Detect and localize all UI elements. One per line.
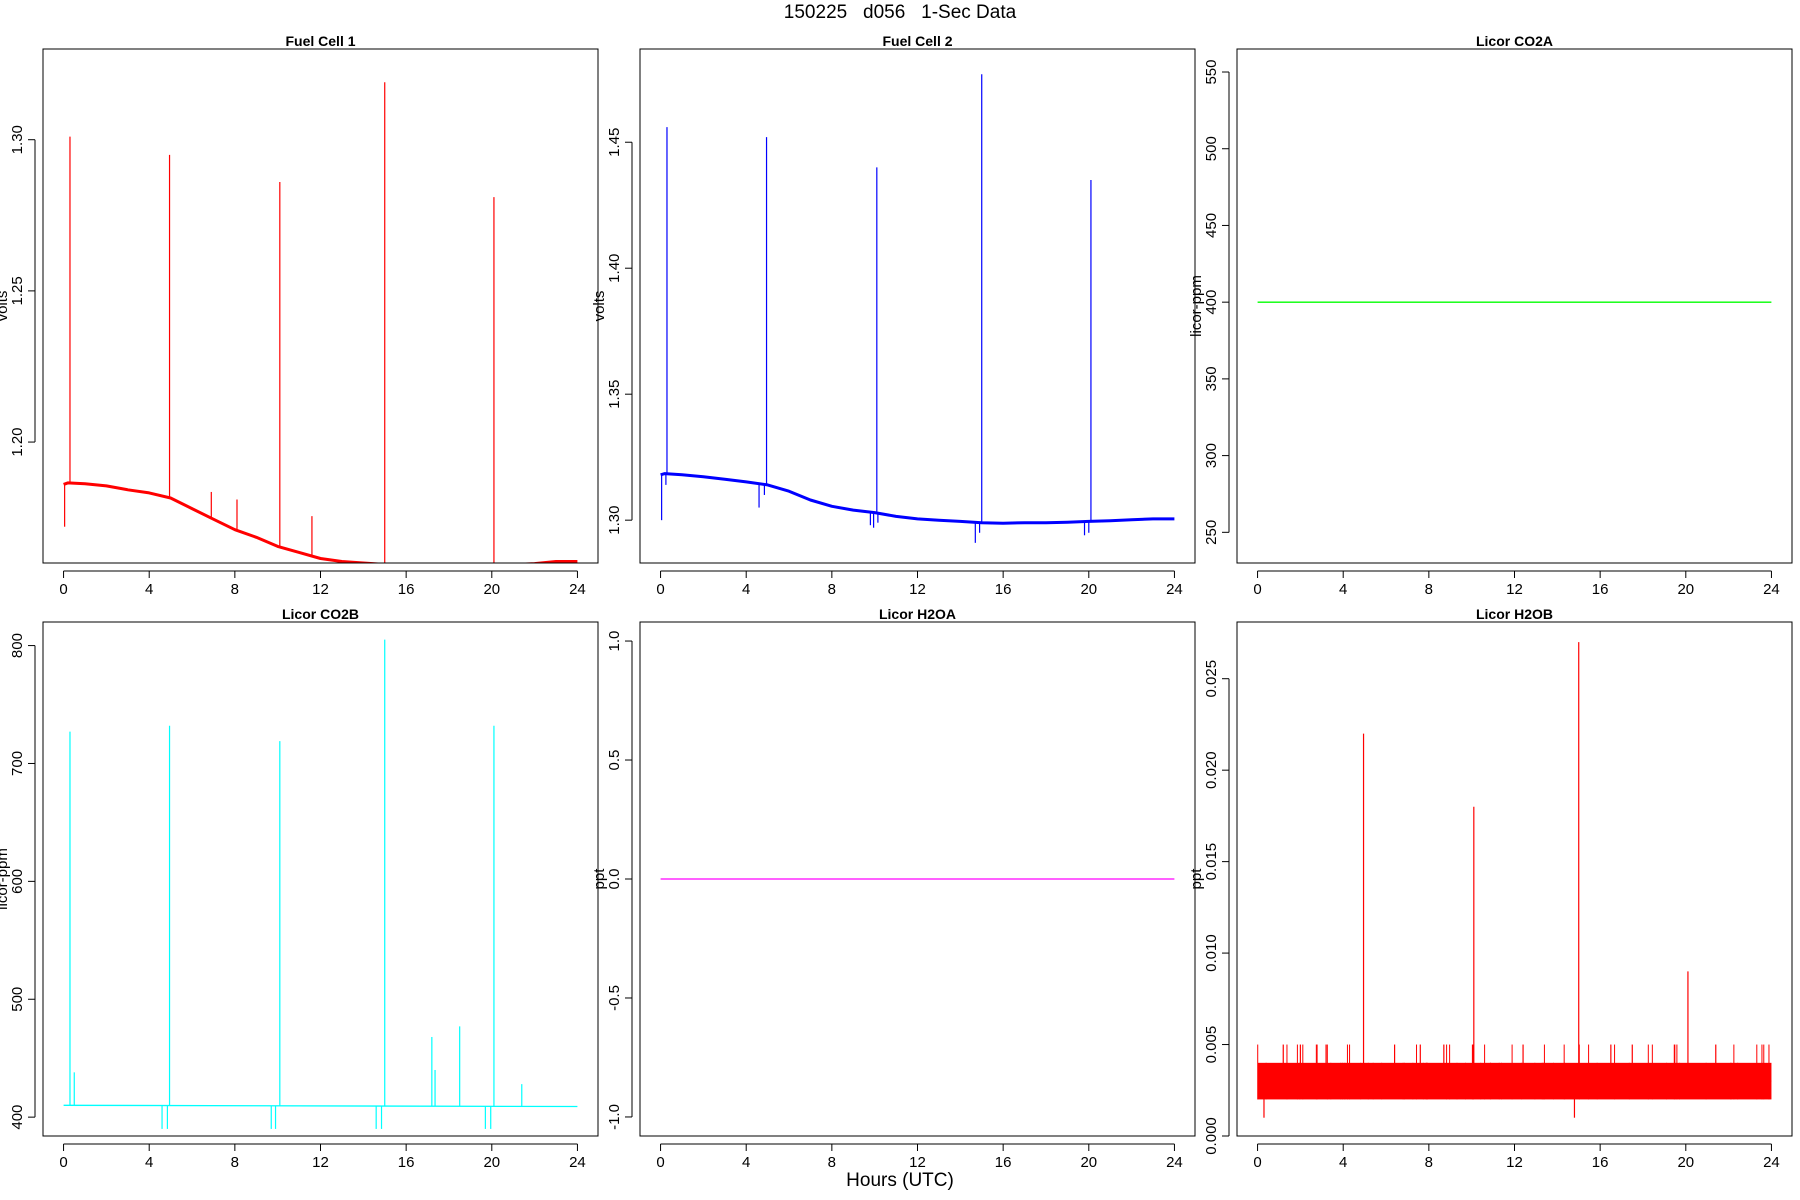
x-tick-label: 16 — [398, 1154, 415, 1171]
y-tick-label: 1.25 — [9, 276, 26, 305]
y-tick-label: 300 — [1203, 443, 1220, 468]
plot-frame — [43, 49, 598, 563]
y-tick-label: 0.020 — [1203, 751, 1220, 789]
x-tick-label: 4 — [145, 1154, 153, 1171]
x-tick-label: 24 — [569, 1154, 586, 1171]
y-tick-label: -0.5 — [606, 985, 623, 1011]
x-tick-label: 0 — [656, 581, 664, 598]
y-tick-label: 800 — [9, 633, 26, 658]
x-tick-label: 4 — [145, 581, 153, 598]
x-tick-label: 16 — [1592, 1154, 1609, 1171]
x-tick-label: 8 — [231, 1154, 239, 1171]
plot-frame — [640, 49, 1195, 563]
panel-4: Licor CO2B licor-ppm 0 4 8 12 16 20 24 400 500 600 7… — [0, 606, 598, 1171]
x-tick-label: 4 — [742, 1154, 750, 1171]
y-tick-label: 500 — [9, 987, 26, 1012]
plot-frame — [1237, 49, 1792, 563]
plot-frame — [1237, 622, 1792, 1136]
x-tick-label: 8 — [231, 581, 239, 598]
series-line — [661, 474, 1175, 524]
panel-title: Fuel Cell 2 — [882, 33, 952, 49]
x-tick-label: 20 — [1677, 1154, 1694, 1171]
x-tick-label: 0 — [59, 581, 67, 598]
x-tick-label: 24 — [569, 581, 586, 598]
x-tick-label: 4 — [1339, 581, 1347, 598]
y-tick-label: -1.0 — [606, 1104, 623, 1130]
x-tick-label: 0 — [656, 1154, 664, 1171]
series-group — [661, 74, 1175, 543]
x-tick-label: 4 — [1339, 1154, 1347, 1171]
series-group — [64, 82, 578, 566]
x-tick-label: 12 — [1506, 1154, 1523, 1171]
x-tick-label: 16 — [995, 1154, 1012, 1171]
x-axis-label: Hours (UTC) — [0, 1170, 1800, 1192]
x-tick-label: 24 — [1763, 1154, 1780, 1171]
x-tick-label: 12 — [909, 1154, 926, 1171]
x-tick-label: 12 — [312, 1154, 329, 1171]
x-tick-label: 8 — [828, 581, 836, 598]
y-tick-label: 0.000 — [1203, 1117, 1220, 1155]
panel-3: Licor CO2A licor-ppm 0 4 8 12 16 20 24 250 300 350 4… — [1188, 33, 1792, 598]
panel-title: Licor CO2A — [1476, 33, 1553, 49]
y-tick-label: 550 — [1203, 59, 1220, 84]
y-tick-label: 1.45 — [606, 128, 623, 157]
plot-frame — [43, 622, 598, 1136]
series-group — [1258, 642, 1772, 1118]
y-tick-label: 1.30 — [606, 506, 623, 535]
x-tick-label: 12 — [909, 581, 926, 598]
x-tick-label: 20 — [1080, 581, 1097, 598]
x-tick-label: 8 — [828, 1154, 836, 1171]
x-tick-label: 20 — [483, 581, 500, 598]
x-tick-label: 12 — [312, 581, 329, 598]
x-tick-label: 8 — [1425, 581, 1433, 598]
x-tick-label: 12 — [1506, 581, 1523, 598]
x-tick-label: 4 — [742, 581, 750, 598]
y-tick-label: 1.35 — [606, 380, 623, 409]
series-line — [64, 1105, 578, 1106]
y-tick-label: 450 — [1203, 213, 1220, 238]
y-tick-label: 500 — [1203, 136, 1220, 161]
y-tick-label: 0.025 — [1203, 660, 1220, 698]
x-tick-label: 20 — [483, 1154, 500, 1171]
series-group — [64, 640, 578, 1129]
x-tick-label: 0 — [1253, 581, 1261, 598]
x-tick-label: 20 — [1677, 581, 1694, 598]
panel-title: Licor H2OB — [1476, 606, 1553, 622]
panel-title: Fuel Cell 1 — [285, 33, 355, 49]
y-tick-label: 0.0 — [606, 869, 623, 890]
y-tick-label: 0.005 — [1203, 1026, 1220, 1064]
x-tick-label: 20 — [1080, 1154, 1097, 1171]
panel-title: Licor H2OA — [879, 606, 956, 622]
y-tick-label: 400 — [1203, 290, 1220, 315]
panel-title: Licor CO2B — [282, 606, 359, 622]
x-tick-label: 16 — [995, 581, 1012, 598]
y-tick-label: 0.5 — [606, 750, 623, 771]
y-tick-label: 0.010 — [1203, 934, 1220, 972]
panel-5: Licor H2OAppt0 4 8 12 16 20 24-1.0-0.50.00.51.… — [591, 606, 1195, 1171]
y-tick-label: 400 — [9, 1105, 26, 1130]
panel-2: Fuel Cell 2 volts 0 4 8 12 16 20 24 1.30 1.35 1.40 1… — [591, 33, 1195, 598]
panel-6: Licor H2OB ppt 0 4 8 12 16 20 24 0.000 0.005 0.010 0… — [1188, 606, 1792, 1171]
y-tick-label: 1.40 — [606, 254, 623, 283]
x-tick-label: 0 — [1253, 1154, 1261, 1171]
x-tick-label: 0 — [59, 1154, 67, 1171]
y-tick-label: 600 — [9, 869, 26, 894]
x-tick-label: 16 — [1592, 581, 1609, 598]
y-axis-label: volts — [591, 291, 608, 322]
y-tick-label: 1.20 — [9, 427, 26, 456]
y-tick-label: 700 — [9, 751, 26, 776]
x-tick-label: 24 — [1763, 581, 1780, 598]
y-tick-label: 1.0 — [606, 631, 623, 652]
y-tick-label: 1.30 — [9, 125, 26, 154]
x-tick-label: 8 — [1425, 1154, 1433, 1171]
x-tick-label: 24 — [1166, 581, 1183, 598]
series-line — [64, 483, 578, 566]
x-tick-label: 16 — [398, 581, 415, 598]
y-tick-label: 250 — [1203, 520, 1220, 545]
y-tick-label: 0.015 — [1203, 843, 1220, 881]
x-tick-label: 24 — [1166, 1154, 1183, 1171]
y-tick-label: 350 — [1203, 366, 1220, 391]
panel-1: Fuel Cell 1 volts 0 4 8 12 16 20 24 1.20 1.25 1.30 — [0, 33, 598, 598]
